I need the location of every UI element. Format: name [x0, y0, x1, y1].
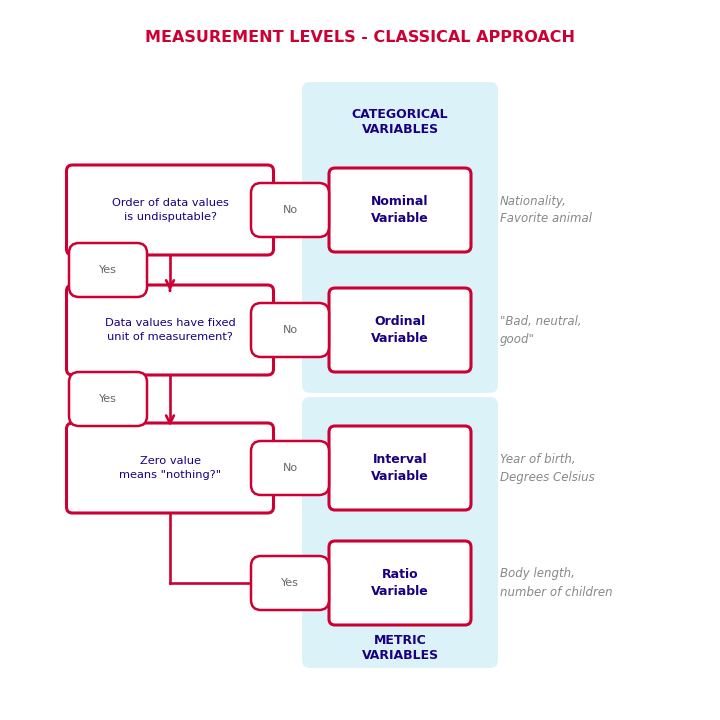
Text: No: No — [282, 325, 297, 335]
Text: CATEGORICAL
VARIABLES: CATEGORICAL VARIABLES — [351, 108, 449, 136]
FancyBboxPatch shape — [251, 556, 329, 610]
FancyBboxPatch shape — [329, 168, 471, 252]
Text: METRIC
VARIABLES: METRIC VARIABLES — [361, 634, 438, 662]
FancyBboxPatch shape — [302, 397, 498, 668]
FancyBboxPatch shape — [329, 426, 471, 510]
Text: MEASUREMENT LEVELS - CLASSICAL APPROACH: MEASUREMENT LEVELS - CLASSICAL APPROACH — [145, 30, 575, 45]
FancyBboxPatch shape — [251, 183, 329, 237]
FancyBboxPatch shape — [69, 372, 147, 426]
Text: Zero value
means "nothing?": Zero value means "nothing?" — [119, 456, 221, 480]
FancyBboxPatch shape — [251, 303, 329, 357]
FancyBboxPatch shape — [251, 441, 329, 495]
FancyBboxPatch shape — [302, 82, 498, 393]
Text: Data values have fixed
unit of measurement?: Data values have fixed unit of measureme… — [104, 318, 235, 341]
Text: Order of data values
is undisputable?: Order of data values is undisputable? — [112, 199, 228, 222]
FancyBboxPatch shape — [66, 285, 274, 375]
FancyBboxPatch shape — [69, 243, 147, 297]
Text: Body length,
number of children: Body length, number of children — [500, 567, 613, 598]
Text: Interval
Variable: Interval Variable — [371, 453, 429, 483]
Text: "Bad, neutral,
good": "Bad, neutral, good" — [500, 315, 582, 346]
FancyBboxPatch shape — [329, 288, 471, 372]
Text: Nominal
Variable: Nominal Variable — [371, 195, 429, 225]
FancyBboxPatch shape — [66, 165, 274, 255]
Text: Nationality,
Favorite animal: Nationality, Favorite animal — [500, 194, 592, 225]
Text: Yes: Yes — [99, 265, 117, 275]
Text: Ratio
Variable: Ratio Variable — [371, 568, 429, 598]
Text: Yes: Yes — [99, 394, 117, 404]
Text: No: No — [282, 205, 297, 215]
Text: No: No — [282, 463, 297, 473]
Text: Year of birth,
Degrees Celsius: Year of birth, Degrees Celsius — [500, 452, 595, 484]
FancyBboxPatch shape — [66, 423, 274, 513]
FancyBboxPatch shape — [329, 541, 471, 625]
Text: Yes: Yes — [281, 578, 299, 588]
Text: Ordinal
Variable: Ordinal Variable — [371, 315, 429, 345]
